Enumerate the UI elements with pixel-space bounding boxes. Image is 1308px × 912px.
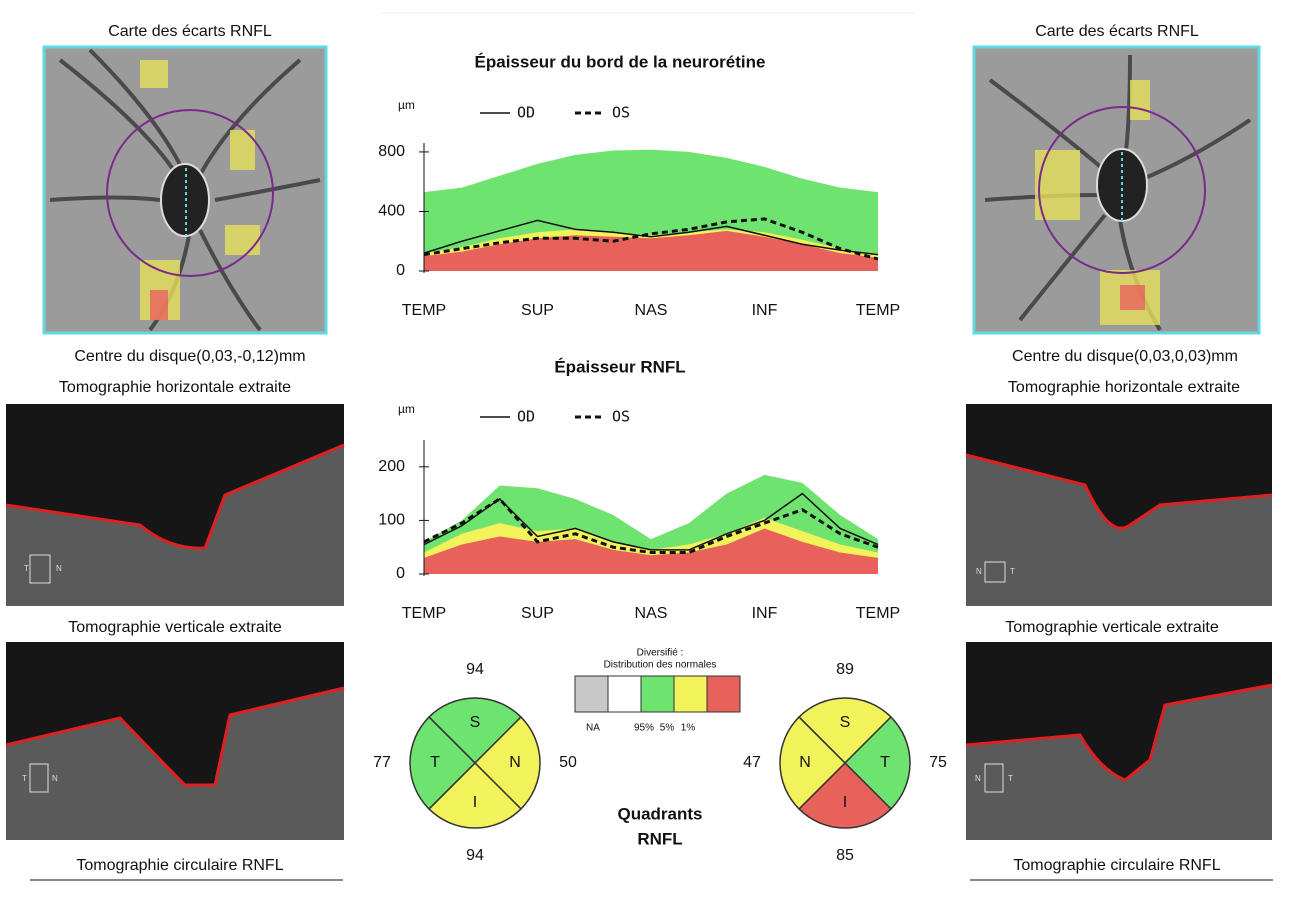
x-tick-label: SUP [521, 605, 554, 622]
x-tick-label: INF [752, 302, 778, 319]
quadrant-sector [473, 715, 541, 811]
scan-side-label: T [1008, 774, 1013, 783]
legend-swatch [607, 675, 642, 713]
series-line [423, 497, 879, 555]
chart-title: Épaisseur RNFL [554, 357, 685, 376]
x-tick-label: TEMP [856, 605, 900, 622]
normals-legend-title: Diversifié : [637, 648, 684, 659]
quadrant-value: 85 [836, 847, 854, 864]
quadrant-value: 89 [836, 661, 854, 678]
scan-title: Tomographie horizontale extraite [59, 379, 291, 396]
legend-label: 5% [660, 723, 675, 734]
oct-scan [5, 642, 345, 840]
series-line [423, 217, 879, 261]
scan-title: Tomographie verticale extraite [1005, 619, 1219, 636]
legend-label: OD [517, 408, 535, 426]
quadrant-sector [779, 715, 847, 811]
fundus-image [42, 45, 328, 335]
y-tick-label: 200 [378, 458, 405, 475]
quadrant-letter: T [430, 754, 440, 771]
legend-label: OS [612, 104, 630, 122]
quadrant-sector [843, 715, 911, 811]
scan-side-label: T [1010, 567, 1015, 576]
scan-title: Tomographie verticale extraite [68, 619, 282, 636]
x-tick-label: INF [752, 605, 778, 622]
quadrant-sector [797, 697, 893, 765]
quadrant-sector [427, 761, 523, 829]
series-line [423, 492, 879, 551]
y-tick-label: 100 [378, 512, 405, 529]
quadrant-value: 94 [466, 661, 484, 678]
normals-legend-subtitle: Distribution des normales [604, 660, 717, 671]
legend-swatch [706, 675, 741, 713]
normal-band [424, 230, 878, 271]
quadrant-value: 94 [466, 847, 484, 864]
legend-swatch [640, 675, 675, 713]
scan-side-label: N [976, 567, 982, 576]
oct-scan [5, 404, 345, 606]
x-tick-label: NAS [635, 302, 668, 319]
y-axis-label: µm [398, 402, 415, 416]
quadrant-letter: T [880, 754, 890, 771]
map-title: Carte des écarts RNFL [108, 23, 272, 40]
chart-title: Épaisseur du bord de la neurorétine [475, 52, 766, 71]
x-tick-label: TEMP [402, 302, 446, 319]
oct-scan [965, 404, 1273, 606]
scan-title: Tomographie circulaire RNFL [1013, 857, 1220, 874]
quadrants-title: Quadrants [617, 804, 702, 823]
quadrant-value: 75 [929, 754, 947, 771]
quadrant-letter: I [843, 794, 847, 811]
scan-title: Tomographie horizontale extraite [1008, 379, 1240, 396]
x-tick-label: SUP [521, 302, 554, 319]
quadrant-value: 50 [559, 754, 577, 771]
quadrant-letter: N [509, 754, 521, 771]
legend-label: 95% [634, 723, 654, 734]
scan-side-label: T [24, 564, 29, 573]
quadrant-value: 47 [743, 754, 761, 771]
quadrant-letter: I [473, 794, 477, 811]
quadrant-sector [409, 715, 477, 811]
quadrant-letter: S [470, 714, 481, 731]
scan-side-label: N [52, 774, 58, 783]
x-tick-label: TEMP [402, 605, 446, 622]
disc-center: Centre du disque(0,03,0,03)mm [1012, 348, 1238, 365]
scan-side-label: N [975, 774, 981, 783]
legend-label: 1% [681, 723, 696, 734]
x-tick-label: TEMP [856, 302, 900, 319]
normal-band [424, 528, 878, 574]
legend-swatch [673, 675, 708, 713]
y-tick-label: 400 [378, 203, 405, 220]
quadrant-sector [427, 697, 523, 765]
legend-swatch [574, 675, 609, 713]
y-axis-label: µm [398, 98, 415, 112]
map-title: Carte des écarts RNFL [1035, 23, 1199, 40]
series-line [423, 219, 879, 256]
scan-side-label: N [56, 564, 62, 573]
legend-label: NA [586, 723, 600, 734]
x-tick-label: NAS [635, 605, 668, 622]
quadrant-letter: S [840, 714, 851, 731]
quadrant-letter: N [799, 754, 811, 771]
scan-title: Tomographie circulaire RNFL [76, 857, 283, 874]
quadrant-value: 77 [373, 754, 391, 771]
y-tick-label: 800 [378, 143, 405, 160]
y-tick-label: 0 [396, 565, 405, 582]
oct-scan [965, 642, 1273, 840]
scan-side-label: T [22, 774, 27, 783]
fundus-image [972, 45, 1261, 335]
quadrant-sector [797, 761, 893, 829]
y-tick-label: 0 [396, 262, 405, 279]
legend-label: OD [517, 104, 535, 122]
disc-center: Centre du disque(0,03,-0,12)mm [74, 348, 305, 365]
quadrants-title: RNFL [637, 829, 682, 848]
legend-label: OS [612, 408, 630, 426]
